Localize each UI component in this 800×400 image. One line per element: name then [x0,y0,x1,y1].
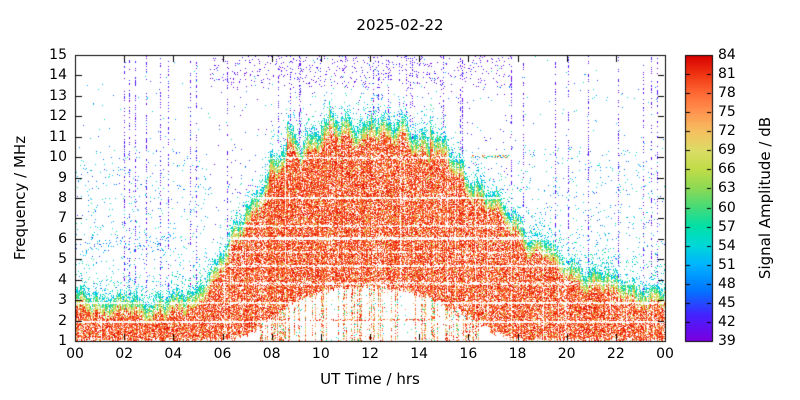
x-tick-label: 10 [311,346,330,362]
colorbar-tick-label: 72 [718,123,736,140]
y-tick-label: 15 [49,47,67,63]
chart-title: 2025-02-22 [356,16,444,34]
y-tick-label: 13 [49,87,67,104]
colorbar-tick-label: 45 [718,294,736,311]
x-tick-label: 06 [213,346,232,362]
x-tick-label: 20 [557,346,576,362]
colorbar-tick-label: 39 [718,333,736,349]
y-tick-label: 12 [49,108,67,125]
colorbar-tick-label: 66 [718,161,736,178]
colorbar-tick-label: 63 [718,180,736,197]
x-tick-label: 12 [361,346,379,362]
y-tick-label: 9 [58,169,67,186]
colorbar-tick-label: 42 [718,313,736,330]
y-tick-label: 7 [58,210,67,227]
colorbar-tick-label: 57 [718,218,736,235]
colorbar-tick-label: 48 [718,275,736,292]
x-tick-label: 00 [66,346,84,362]
y-tick-label: 11 [49,128,67,145]
x-tick-label: 14 [410,346,429,362]
x-tick-label: 16 [459,346,478,362]
x-tick-label: 02 [115,346,134,362]
y-tick-label: 1 [58,333,67,349]
colorbar-tick-label: 78 [718,85,736,102]
colorbar-tick-label: 60 [718,199,736,216]
colorbar-tick-label: 51 [718,256,736,273]
y-tick-label: 5 [58,251,67,268]
y-tick-label: 8 [58,190,67,206]
x-tick-label: 00 [656,346,674,362]
x-axis-label: UT Time / hrs [320,370,420,388]
colorbar-tick-label: 81 [718,66,736,83]
x-tick-label: 04 [164,346,183,362]
colorbar-tick-label: 69 [718,142,736,159]
y-tick-label: 4 [58,271,67,288]
colorbar-tick-label: 84 [718,47,736,63]
colorbar-label: Signal Amplitude / dB [756,116,774,280]
x-tick-label: 18 [508,346,527,362]
y-tick-label: 14 [49,67,67,84]
y-tick-label: 2 [58,312,67,329]
y-tick-label: 3 [58,292,67,309]
x-tick-label: 22 [606,346,625,362]
y-tick-label: 6 [58,230,67,247]
y-tick-label: 10 [49,149,67,166]
colorbar-tick-label: 75 [718,104,736,121]
colorbar-tick-label: 54 [718,237,736,254]
x-tick-label: 08 [262,346,281,362]
y-axis-label: Frequency / MHz [11,135,29,261]
